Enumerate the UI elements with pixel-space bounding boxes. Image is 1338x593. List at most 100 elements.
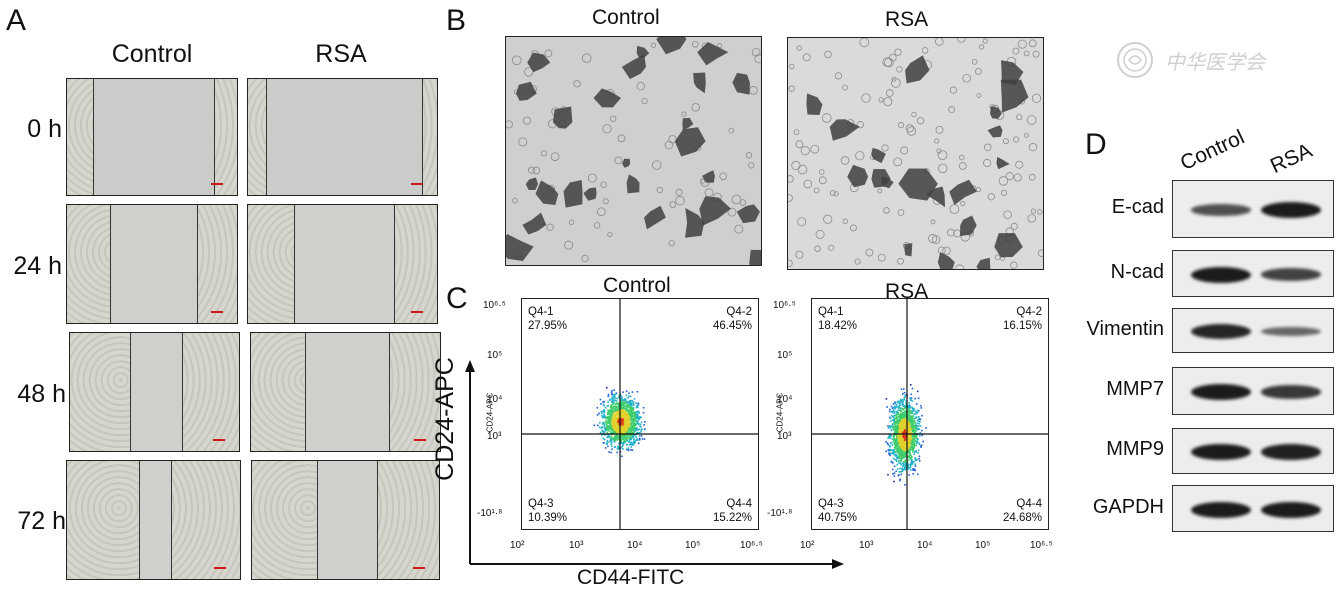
event-dot — [630, 404, 633, 406]
migrated-cell — [702, 170, 715, 183]
event-dot — [898, 420, 900, 423]
event-dot — [893, 440, 895, 442]
event-dot — [629, 411, 632, 413]
quadrant-value: 15.22% — [712, 512, 752, 524]
event-dot — [635, 416, 638, 419]
event-dot — [613, 389, 615, 391]
event-dot — [611, 427, 614, 430]
event-dot — [636, 404, 639, 407]
quadrant-name: Q4-1 — [818, 306, 844, 318]
event-dot — [638, 418, 641, 420]
event-dot — [897, 419, 900, 422]
micrograph-rsa-48h — [250, 332, 441, 452]
event-dot — [893, 450, 895, 453]
quadrant-value: 24.68% — [1002, 512, 1042, 524]
event-dot — [629, 441, 632, 444]
event-dot — [626, 428, 628, 431]
event-dot — [900, 400, 902, 403]
event-dot — [898, 443, 900, 446]
event-dot — [899, 479, 901, 482]
scratch-gap — [129, 333, 184, 451]
event-dot — [615, 437, 618, 439]
event-dot — [606, 412, 609, 414]
event-dot — [617, 408, 620, 411]
event-dot — [908, 414, 910, 416]
membrane-pore — [512, 197, 518, 204]
event-dot — [900, 455, 903, 457]
event-dot — [919, 434, 921, 437]
membrane-pore — [797, 164, 808, 175]
membrane-pore — [1023, 50, 1030, 57]
membrane-pore — [937, 150, 948, 161]
event-dot — [918, 428, 920, 430]
event-dot — [606, 425, 608, 428]
event-dot — [901, 470, 903, 473]
x-axis-label: CD44-FITC — [577, 566, 685, 589]
event-dot — [600, 410, 603, 413]
event-dot — [632, 421, 635, 423]
event-dot — [627, 422, 630, 425]
event-dot — [911, 441, 913, 444]
event-dot — [893, 446, 896, 449]
membrane-pore — [564, 240, 574, 250]
event-dot — [908, 456, 911, 459]
membrane-pore — [731, 194, 742, 205]
event-dot — [625, 427, 628, 430]
event-dot — [617, 430, 620, 432]
event-dot — [639, 423, 642, 425]
time-label-48h: 48 h — [17, 380, 66, 408]
membrane-pore — [518, 137, 528, 147]
event-dot — [615, 411, 617, 413]
event-dot — [633, 419, 636, 421]
event-dot — [607, 425, 609, 428]
event-dot — [909, 463, 911, 466]
event-dot — [624, 416, 626, 419]
event-dot — [605, 417, 607, 420]
event-dot — [631, 428, 633, 430]
event-dot — [900, 443, 903, 446]
band-control — [1191, 444, 1251, 460]
migrated-cell — [527, 52, 551, 73]
event-dot — [612, 401, 615, 404]
event-dot — [621, 434, 624, 437]
event-dot — [899, 420, 901, 422]
event-dot — [889, 436, 891, 438]
event-dot — [913, 421, 916, 424]
event-dot — [620, 407, 623, 409]
event-dot — [610, 410, 613, 413]
x-tick: 10⁶·⁵ — [740, 540, 763, 551]
event-dot — [896, 418, 898, 421]
event-dot — [898, 426, 900, 429]
event-dot — [910, 416, 913, 418]
event-dot — [896, 441, 899, 444]
flow-title-control: Control — [603, 274, 671, 297]
event-dot — [609, 412, 612, 414]
event-dot — [899, 432, 902, 434]
event-dot — [626, 401, 629, 403]
event-dot — [616, 397, 618, 400]
membrane-pore — [813, 187, 820, 194]
event-dot — [893, 405, 896, 407]
membrane-pore — [651, 160, 662, 170]
event-dot — [905, 418, 907, 421]
event-dot — [907, 465, 909, 468]
event-dot — [631, 434, 633, 436]
event-dot — [609, 405, 612, 408]
event-dot — [901, 440, 904, 442]
y-tick: -10¹·⁸ — [477, 508, 503, 519]
event-dot — [607, 418, 610, 421]
event-dot — [612, 415, 614, 417]
event-dot — [902, 422, 905, 424]
blot-strip-ncad — [1172, 250, 1334, 297]
event-dot — [898, 452, 901, 455]
event-dot — [622, 409, 624, 411]
event-dot — [637, 403, 640, 405]
event-dot — [626, 426, 629, 429]
event-dot — [889, 417, 892, 420]
event-dot — [637, 422, 640, 425]
event-dot — [609, 398, 611, 401]
event-dot — [624, 435, 626, 437]
event-dot — [894, 422, 897, 425]
membrane-pore — [1010, 261, 1018, 269]
event-dot — [893, 472, 896, 474]
